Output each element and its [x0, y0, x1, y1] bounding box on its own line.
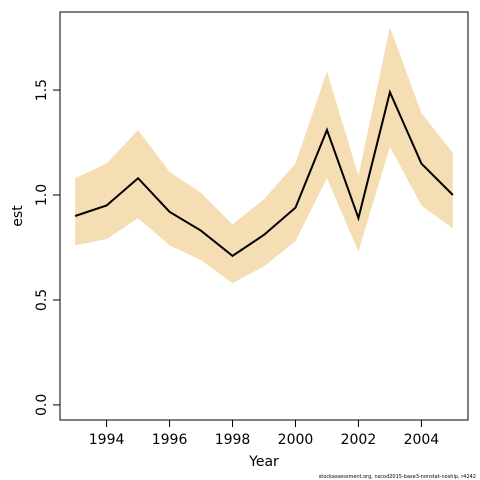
y-tick-label: 0.0: [34, 394, 50, 416]
x-tick-label: 2004: [404, 432, 440, 448]
footer: stockassessment.org, nscod2015-base3-non…: [319, 474, 476, 480]
x-tick-label: 2000: [278, 432, 314, 448]
x-tick-label: 2002: [341, 432, 377, 448]
y-tick-label: 0.5: [34, 289, 50, 311]
y-tick-label: 1.0: [34, 184, 50, 206]
x-axis-label: Year: [248, 454, 279, 470]
x-tick-label: 1994: [89, 432, 125, 448]
y-tick-label: 1.5: [34, 79, 50, 101]
estimate-line: [74, 89, 454, 258]
y-axis-label: est: [10, 205, 26, 227]
x-tick-label: 1996: [152, 432, 188, 448]
confidence-band: [75, 27, 453, 284]
plot-frame: [59, 11, 469, 421]
x-tick-label: 1998: [215, 432, 251, 448]
